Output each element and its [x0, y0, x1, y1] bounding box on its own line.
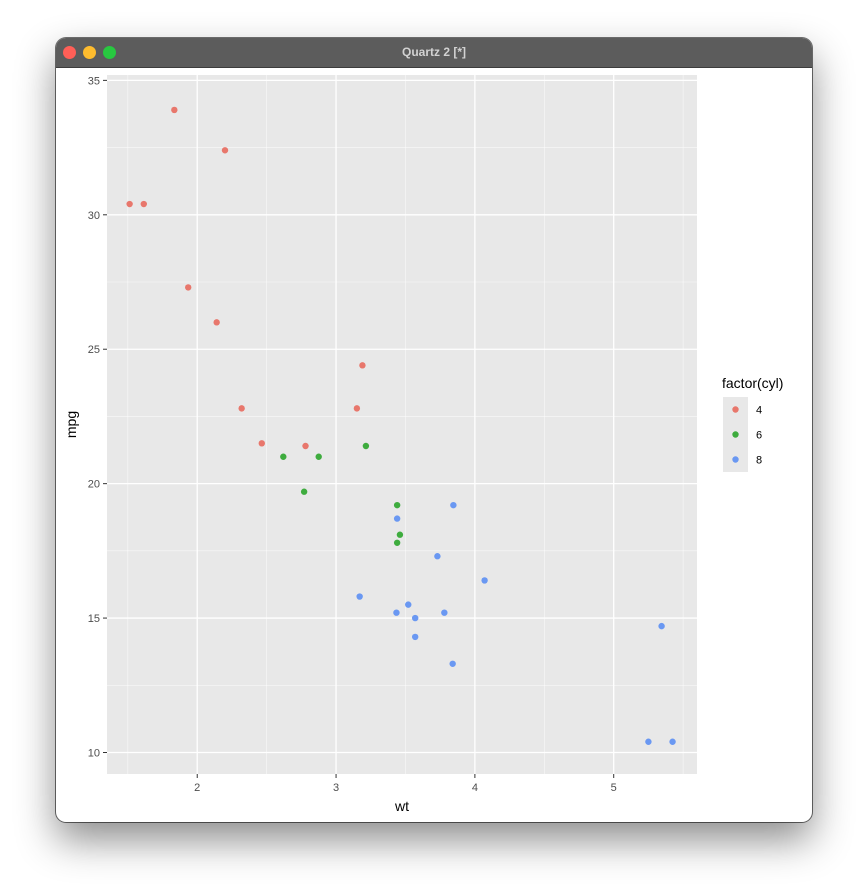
data-point-cyl-6 [393, 539, 401, 546]
legend-key-cyl-8 [732, 456, 739, 463]
data-point-cyl-4 [171, 106, 178, 114]
data-point-cyl-6 [300, 488, 308, 495]
data-point-cyl-6 [280, 453, 287, 460]
x-axis-title: wt [394, 798, 409, 814]
data-point-cyl-8 [669, 738, 676, 745]
title-bar[interactable]: Quartz 2 [*] [56, 38, 812, 68]
data-point-cyl-8 [658, 622, 665, 630]
data-point-cyl-8 [393, 609, 400, 616]
data-point-cyl-6 [362, 442, 370, 450]
x-tick-label: 4 [472, 782, 478, 794]
legend-label-cyl-4: 4 [756, 405, 762, 417]
data-point-cyl-8 [450, 501, 457, 509]
data-point-cyl-6 [396, 531, 404, 538]
data-point-cyl-4 [213, 319, 220, 326]
data-point-cyl-8 [405, 601, 412, 608]
data-point-cyl-8 [356, 593, 363, 600]
legend-key-cyl-6 [732, 431, 739, 438]
zoom-button[interactable] [103, 46, 116, 59]
data-point-cyl-8 [441, 609, 448, 616]
legend-label-cyl-8: 8 [756, 455, 762, 467]
data-point-cyl-6 [393, 501, 401, 509]
legend-title: factor(cyl) [722, 375, 783, 391]
y-tick-label: 10 [88, 747, 100, 759]
minimize-button[interactable] [83, 46, 96, 59]
data-point-cyl-4 [359, 362, 366, 369]
data-point-cyl-4 [126, 200, 133, 208]
scatter-plot: 2 3 4 5 10 15 20 25 30 35 wt mpg factor(cyl) 4 6 8 [63, 75, 783, 814]
y-tick-label: 35 [88, 75, 100, 87]
plot-panel-background [107, 75, 697, 774]
data-point-cyl-4 [140, 200, 147, 208]
data-point-cyl-8 [449, 660, 456, 667]
window-title: Quartz 2 [*] [401, 45, 466, 59]
y-tick-label: 25 [88, 344, 100, 356]
legend-key-cyl-4 [732, 406, 739, 413]
data-point-cyl-4 [221, 147, 229, 154]
data-point-cyl-8 [411, 633, 419, 641]
plot-window: Quartz 2 [*] 2 3 4 5 10 15 20 25 30 35 wt mpg facto… [56, 38, 812, 822]
data-point-cyl-8 [481, 577, 488, 584]
data-point-cyl-4 [185, 284, 192, 291]
x-tick-label: 2 [194, 782, 200, 794]
data-point-cyl-6 [315, 453, 322, 460]
close-button[interactable] [63, 46, 76, 59]
data-point-cyl-8 [645, 738, 652, 745]
data-point-cyl-8 [434, 553, 441, 560]
data-point-cyl-4 [302, 442, 309, 450]
data-point-cyl-4 [353, 405, 361, 412]
data-point-cyl-8 [411, 614, 419, 622]
y-tick-label: 20 [88, 479, 100, 491]
y-tick-label: 15 [88, 613, 100, 625]
legend-label-cyl-6: 6 [756, 430, 762, 442]
data-point-cyl-4 [238, 405, 245, 412]
y-tick-label: 30 [88, 210, 100, 222]
data-point-cyl-8 [393, 515, 401, 522]
x-tick-label: 5 [611, 782, 617, 794]
y-axis-title: mpg [63, 411, 79, 438]
data-point-cyl-4 [258, 440, 265, 447]
x-tick-label: 3 [333, 782, 339, 794]
